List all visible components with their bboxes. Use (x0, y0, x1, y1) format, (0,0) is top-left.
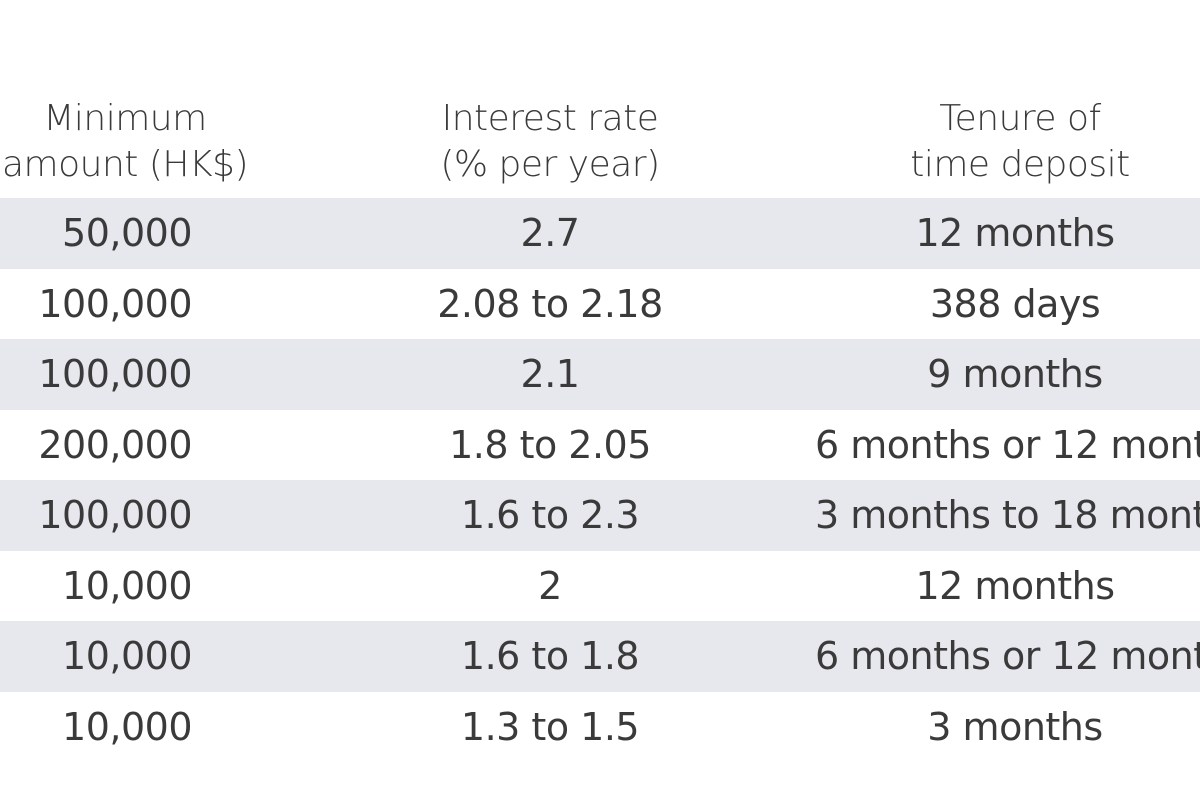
amount-cell: 100,000 (38, 352, 192, 396)
rate-cell: 2.1 (520, 352, 580, 396)
tenure-cell: 12 months (915, 563, 1115, 608)
rate-cell: 1.6 to 1.8 (460, 634, 640, 678)
amount-cell: 100,000 (38, 281, 192, 326)
tenure-cell: 3 months (927, 704, 1103, 749)
amount-cell: 10,000 (62, 634, 192, 678)
table-row: 200,000 1.8 to 2.05 6 months or 12 month… (0, 410, 1200, 481)
rate-cell: 1.6 to 2.3 (460, 493, 640, 537)
rate-cell: 2.7 (520, 211, 580, 255)
rate-cell: 1.3 to 1.5 (460, 704, 640, 749)
amount-cell: 200,000 (38, 422, 192, 467)
table-header: Minimum amount (HK$) Interest rate (% pe… (0, 90, 1200, 198)
tenure-cell: 12 months (915, 211, 1115, 255)
rate-cell: 2 (538, 563, 562, 608)
table-row: 100,000 1.6 to 2.3 3 months to 18 months (0, 480, 1200, 551)
tenure-cell: 6 months or 12 months (815, 634, 1200, 678)
rate-cell: 1.8 to 2.05 (449, 422, 651, 467)
table-row: 10,000 2 12 months (0, 551, 1200, 622)
tenure-cell: 3 months to 18 months (815, 493, 1200, 537)
amount-cell: 100,000 (38, 493, 192, 537)
table-row: 10,000 1.3 to 1.5 3 months (0, 692, 1200, 763)
amount-cell: 10,000 (62, 563, 192, 608)
table-row: 100,000 2.1 9 months (0, 339, 1200, 410)
tenure-cell: 388 days (929, 281, 1101, 326)
amount-cell: 50,000 (62, 211, 192, 255)
header-tenure: Tenure of time deposit (910, 98, 1130, 185)
amount-cell: 10,000 (62, 704, 192, 749)
tenure-cell: 9 months (927, 352, 1103, 396)
tenure-cell: 6 months or 12 months (815, 422, 1200, 467)
table-row: 50,000 2.7 12 months (0, 198, 1200, 269)
table-row: 100,000 2.08 to 2.18 388 days (0, 269, 1200, 340)
deposit-rates-table: Minimum amount (HK$) Interest rate (% pe… (0, 90, 1200, 762)
table-row: 10,000 1.6 to 1.8 6 months or 12 months (0, 621, 1200, 692)
header-interest-rate: Interest rate (% per year) (440, 98, 660, 185)
rate-cell: 2.08 to 2.18 (437, 281, 663, 326)
header-minimum-amount: Minimum amount (HK$) (1, 98, 249, 185)
